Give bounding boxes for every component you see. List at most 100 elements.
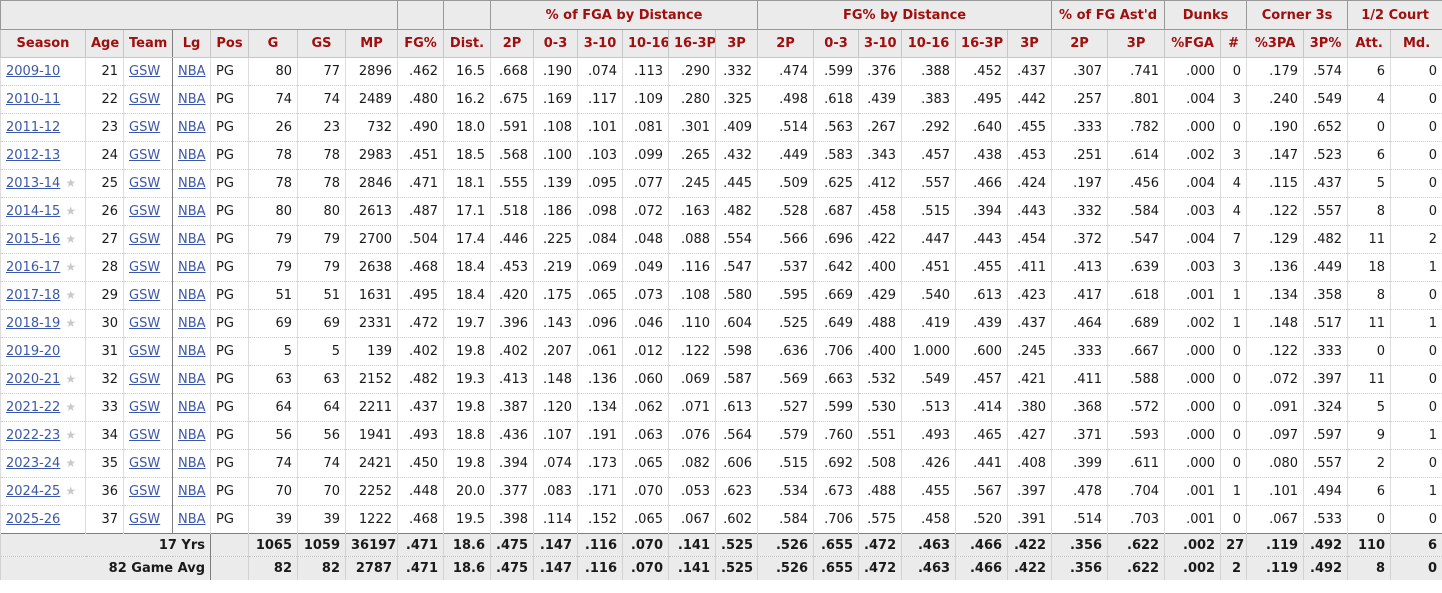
stat-cell-dist-: 19.8 [443, 337, 491, 366]
season-link[interactable]: 2019-20 [6, 344, 61, 359]
summary-stat-cell-16-3p: .466 [955, 533, 1009, 557]
stat-cell-3p: .614 [1107, 141, 1166, 170]
team-link[interactable]: GSW [129, 120, 161, 135]
stat-cell-3-10: .152 [577, 505, 623, 534]
team-link[interactable]: GSW [129, 512, 161, 527]
season-link[interactable]: 2016-17 [6, 260, 61, 275]
league-link[interactable]: NBA [178, 372, 206, 387]
stat-cell-3p: .584 [1107, 197, 1166, 226]
team-link[interactable]: GSW [129, 400, 161, 415]
season-cell: 2010-11 [0, 85, 86, 114]
stat-cell-3-10: .117 [577, 85, 623, 114]
league-link[interactable]: NBA [178, 64, 206, 79]
team-link[interactable]: GSW [129, 64, 161, 79]
stat-cell-3p-: .437 [1303, 169, 1349, 198]
league-link[interactable]: NBA [178, 148, 206, 163]
stat-cell-att-: 11 [1347, 309, 1392, 338]
stat-cell-16-3p: .520 [955, 505, 1009, 534]
league-link[interactable]: NBA [178, 344, 206, 359]
league-link[interactable]: NBA [178, 232, 206, 247]
season-link[interactable]: 2021-22 [6, 400, 61, 415]
league-link[interactable]: NBA [178, 456, 206, 471]
team-link[interactable]: GSW [129, 428, 161, 443]
stat-cell-16-3p: .067 [668, 505, 716, 534]
team-link[interactable]: GSW [129, 92, 161, 107]
season-link[interactable]: 2013-14 [6, 176, 61, 191]
season-link[interactable]: 2010-11 [6, 92, 61, 107]
season-link[interactable]: 2009-10 [6, 64, 61, 79]
stat-cell--: 4 [1220, 169, 1248, 198]
stat-cell-10-16: .455 [901, 477, 957, 506]
col-header-season: Season [0, 29, 86, 58]
season-link[interactable]: 2014-15 [6, 204, 61, 219]
team-link[interactable]: GSW [129, 148, 161, 163]
season-link[interactable]: 2025-26 [6, 512, 61, 527]
team-link[interactable]: GSW [129, 372, 161, 387]
season-link[interactable]: 2024-25 [6, 484, 61, 499]
league-link[interactable]: NBA [178, 92, 206, 107]
season-link[interactable]: 2023-24 [6, 456, 61, 471]
team-link[interactable]: GSW [129, 484, 161, 499]
league-link[interactable]: NBA [178, 260, 206, 275]
stat-cell-mp: 2331 [345, 309, 398, 338]
table-row: 2022-23 ★ 34 GSW NBA PG 56 56 1941.493 18.8.436.1… [0, 421, 1442, 450]
stat-cell-mp: 2152 [345, 365, 398, 394]
team-link[interactable]: GSW [129, 456, 161, 471]
stat-cell-3-10: .173 [577, 449, 623, 478]
season-link[interactable]: 2017-18 [6, 288, 61, 303]
summary-stat-cell-dist-: 18.6 [443, 556, 491, 580]
league-link[interactable]: NBA [178, 512, 206, 527]
team-link[interactable]: GSW [129, 316, 161, 331]
team-link[interactable]: GSW [129, 232, 161, 247]
league-link[interactable]: NBA [178, 316, 206, 331]
season-link[interactable]: 2011-12 [6, 120, 61, 135]
stat-cell-0-3: .669 [813, 281, 860, 310]
league-link[interactable]: NBA [178, 428, 206, 443]
stat-cell--fga: .002 [1164, 309, 1222, 338]
stat-cell-16-3p: .567 [955, 477, 1009, 506]
league-link[interactable]: NBA [178, 176, 206, 191]
stat-cell-2p: .307 [1051, 57, 1109, 86]
stat-cell-age: 36 [85, 477, 124, 506]
season-link[interactable]: 2020-21 [6, 372, 61, 387]
summary-stat-cell-2p: .526 [757, 556, 815, 580]
stat-cell-10-16: .426 [901, 449, 957, 478]
stat-cell-2p: .668 [490, 57, 534, 86]
stat-cell-age: 21 [85, 57, 124, 86]
summary-stat-cell-3p-: .492 [1303, 533, 1349, 557]
stat-cell-fg-: .490 [397, 113, 444, 142]
season-link[interactable]: 2012-13 [6, 148, 61, 163]
stat-cell--3pa: .190 [1246, 113, 1305, 142]
summary-stat-cell-3p: .525 [714, 533, 759, 557]
stat-cell-0-3: .706 [813, 337, 860, 366]
stat-cell-0-3: .169 [533, 85, 578, 114]
league-link[interactable]: NBA [178, 400, 206, 415]
team-link[interactable]: GSW [129, 288, 161, 303]
table-row: 2025-26 37 GSW NBA PG 39 39 1222.468 19.5.398.11… [0, 505, 1442, 534]
league-link[interactable]: NBA [178, 120, 206, 135]
col-header--3pa: %3PA [1246, 29, 1305, 58]
summary-stat-cell-10-16: .070 [622, 533, 669, 557]
team-link[interactable]: GSW [129, 344, 161, 359]
league-link[interactable]: NBA [178, 288, 206, 303]
season-link[interactable]: 2015-16 [6, 232, 61, 247]
team-cell: GSW [123, 281, 173, 310]
season-link[interactable]: 2022-23 [6, 428, 61, 443]
team-link[interactable]: GSW [129, 204, 161, 219]
stat-cell-dist-: 16.2 [443, 85, 491, 114]
table-row: 2021-22 ★ 33 GSW NBA PG 64 64 2211.437 19.8.387.1… [0, 393, 1442, 422]
league-link[interactable]: NBA [178, 484, 206, 499]
stat-cell-0-3: .114 [533, 505, 578, 534]
stat-cell-16-3p: .443 [955, 225, 1009, 254]
stat-cell-dist-: 20.0 [443, 477, 491, 506]
stat-cell--3pa: .115 [1246, 169, 1305, 198]
league-link[interactable]: NBA [178, 204, 206, 219]
stat-cell-md-: 0 [1390, 57, 1442, 86]
team-link[interactable]: GSW [129, 260, 161, 275]
team-link[interactable]: GSW [129, 176, 161, 191]
season-link[interactable]: 2018-19 [6, 316, 61, 331]
stat-cell-3-10: .429 [858, 281, 903, 310]
col-header-gs: GS [297, 29, 346, 58]
stat-cell-age: 23 [85, 113, 124, 142]
stat-cell-fg-: .402 [397, 337, 444, 366]
